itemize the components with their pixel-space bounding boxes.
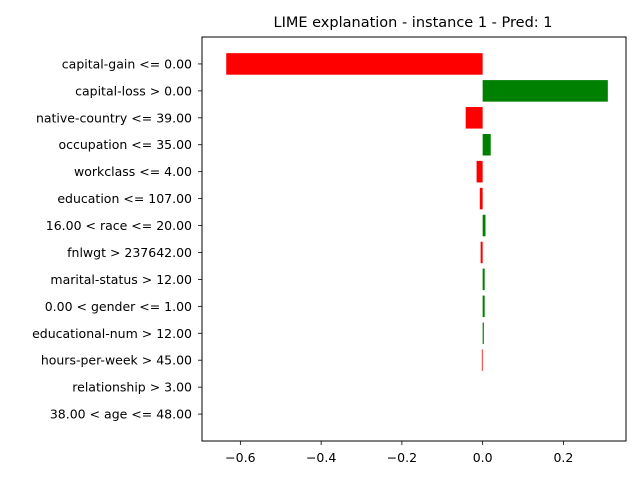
plot-frame — [201, 36, 627, 442]
y-tick-label: relationship > 3.00 — [72, 380, 192, 395]
y-tick-label: education <= 107.00 — [57, 191, 192, 206]
y-tick-label: native-country <= 39.00 — [36, 110, 192, 125]
y-tick-label: 38.00 < age <= 48.00 — [50, 407, 192, 422]
x-tick-label: 0.0 — [473, 450, 493, 465]
x-tick-label: −0.4 — [306, 450, 336, 465]
y-tick-label: fnlwgt > 237642.00 — [67, 245, 192, 260]
bar — [481, 349, 483, 371]
bar — [482, 80, 608, 102]
bar — [226, 53, 483, 75]
bar — [479, 187, 483, 210]
y-tick-label: 0.00 < gender <= 1.00 — [45, 299, 192, 314]
y-tick-label: marital-status > 12.00 — [50, 272, 192, 287]
bar — [482, 268, 485, 291]
bar — [476, 160, 483, 183]
y-tick-label: hours-per-week > 45.00 — [41, 353, 192, 368]
y-tick-labels: capital-gain <= 0.00 capital-loss > 0.00 n… — [32, 56, 202, 422]
bar — [482, 322, 484, 345]
x-ticks: −0.6 −0.4 −0.2 0.0 0.2 — [225, 441, 573, 465]
bar — [482, 214, 486, 237]
chart-title: LIME explanation - instance 1 - Pred: 1 — [274, 15, 553, 31]
bars-group — [226, 53, 608, 371]
bar — [482, 133, 491, 156]
y-tick-label: capital-gain <= 0.00 — [62, 56, 192, 71]
x-tick-label: −0.6 — [225, 450, 255, 465]
bar — [480, 241, 483, 264]
y-tick-label: occupation <= 35.00 — [58, 137, 192, 152]
y-tick-label: capital-loss > 0.00 — [75, 83, 192, 98]
y-tick-label: workclass <= 4.00 — [74, 164, 192, 179]
y-tick-label: 16.00 < race <= 20.00 — [46, 218, 192, 233]
bar — [465, 107, 483, 129]
x-tick-label: 0.2 — [553, 450, 573, 465]
x-tick-label: −0.2 — [387, 450, 417, 465]
bar — [482, 295, 485, 318]
y-tick-label: educational-num > 12.00 — [32, 326, 192, 341]
